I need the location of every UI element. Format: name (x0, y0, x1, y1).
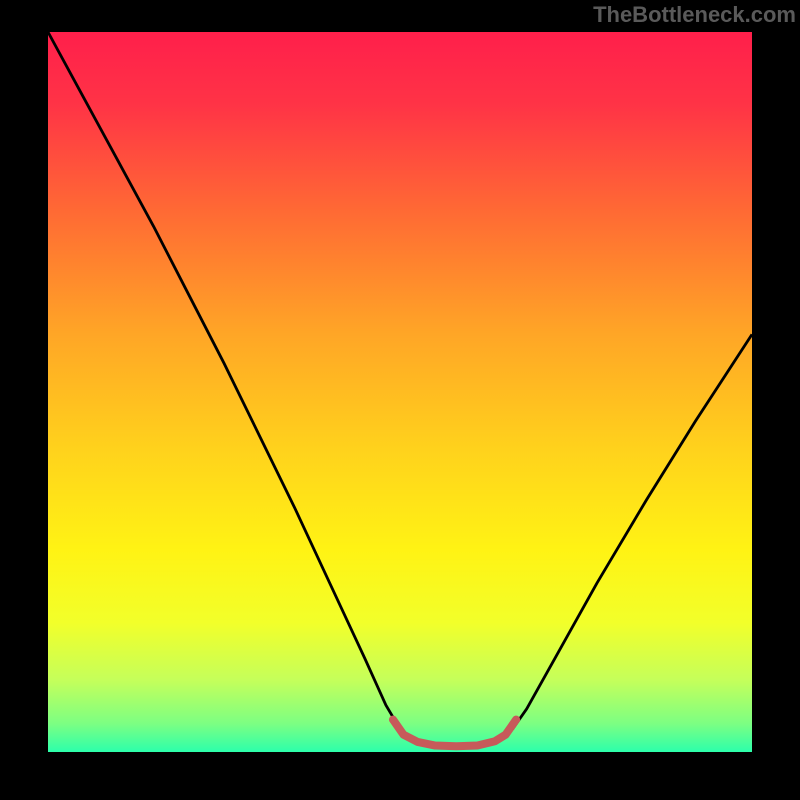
chart-svg (0, 0, 800, 800)
plot-background (48, 32, 752, 752)
watermark-text: TheBottleneck.com (593, 2, 796, 28)
bottleneck-chart: TheBottleneck.com (0, 0, 800, 800)
